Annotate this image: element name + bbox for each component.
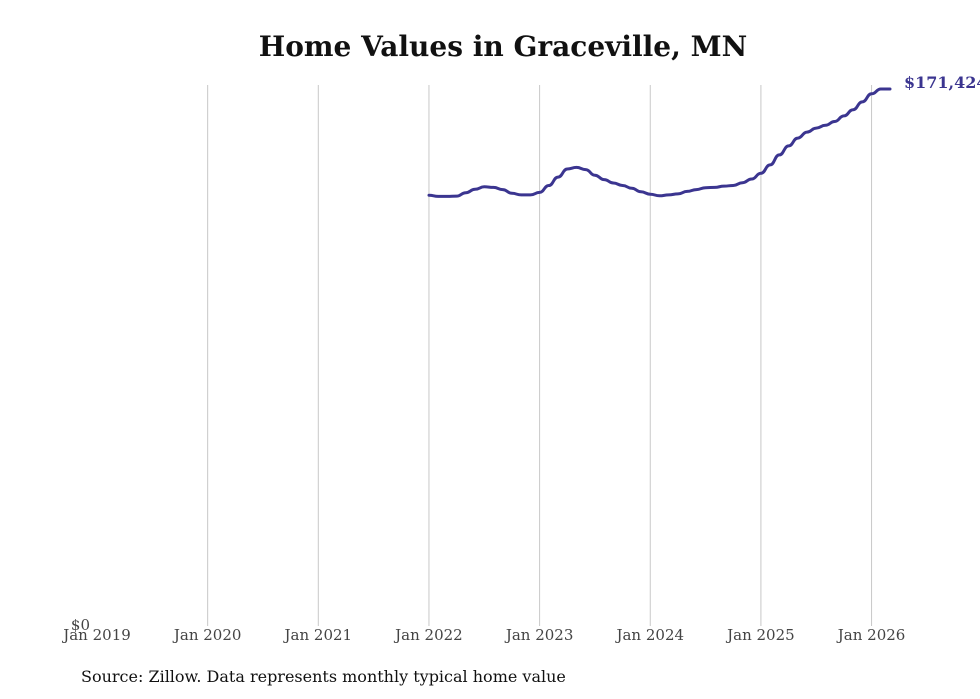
x-tick-label: Jan 2021 xyxy=(283,626,353,644)
x-tick-label: Jan 2024 xyxy=(614,626,684,644)
series-layer: $171,424 xyxy=(427,73,980,198)
series-line-0 xyxy=(427,87,892,198)
x-tick-label: Jan 2026 xyxy=(836,626,906,644)
x-tick-label: Jan 2020 xyxy=(172,626,242,644)
gridlines xyxy=(207,85,873,626)
end-value-label: $171,424 xyxy=(904,73,980,92)
source-note: Source: Zillow. Data represents monthly … xyxy=(81,667,566,686)
x-tick-label: Jan 2019 xyxy=(61,626,131,644)
x-tick-label: Jan 2025 xyxy=(725,626,795,644)
x-tick-label: Jan 2022 xyxy=(393,626,463,644)
axis-labels: Jan 2019 Jan 2020 Jan 2021 Jan 2022 Jan 2023… xyxy=(61,616,905,644)
y-tick-label: $0 xyxy=(71,616,90,634)
chart-title: Home Values in Graceville, MN xyxy=(258,30,748,63)
x-tick-label: Jan 2023 xyxy=(504,626,574,644)
